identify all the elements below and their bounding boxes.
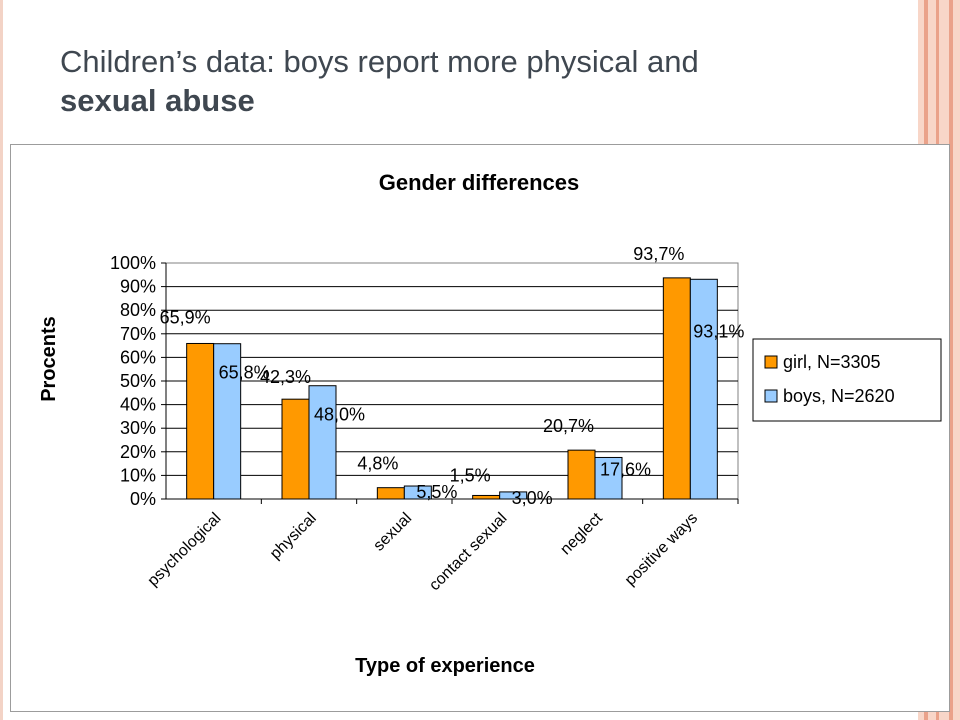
y-tick-label: 100% <box>110 253 156 273</box>
x-category-label: psychological <box>145 510 225 590</box>
bar-boys-2 <box>403 485 432 500</box>
y-tick-label: 70% <box>120 324 156 344</box>
y-tick-label: 50% <box>120 371 156 391</box>
legend-swatch-boys <box>764 389 778 403</box>
bar-girl-1 <box>281 398 310 500</box>
legend-box <box>752 338 942 422</box>
bar-girl-2 <box>376 487 405 500</box>
x-category-label: contact sexual <box>426 510 510 594</box>
chart-frame: Gender differences Procents Type of expe… <box>10 144 950 712</box>
data-label-boys: 17,6% <box>600 459 651 479</box>
bar-girl-4 <box>567 449 596 500</box>
y-tick-label: 30% <box>120 418 156 438</box>
legend: girl, N=3305 boys, N=2620 <box>752 338 942 422</box>
legend-label-boys: boys, N=2620 <box>783 386 895 406</box>
legend-label-girl: girl, N=3305 <box>783 352 881 372</box>
bar-boys-0 <box>213 343 242 500</box>
bar-boys-3 <box>499 491 528 500</box>
data-label-boys: 5,5% <box>416 482 457 502</box>
bar-girl-5 <box>662 277 691 500</box>
decor-stripe-left <box>0 0 3 720</box>
x-category-label: physical <box>267 510 320 563</box>
data-label-girl: 20,7% <box>543 416 594 436</box>
y-axis-title: Procents <box>38 316 60 402</box>
bar-boys-4 <box>594 456 623 500</box>
data-label-boys: 65,8% <box>219 363 270 383</box>
data-label-girl: 93,7% <box>633 244 684 264</box>
y-tick-label: 20% <box>120 442 156 462</box>
decor-stripe-right-6 <box>949 0 953 720</box>
slide-title-line-2: sexual abuse <box>60 83 255 118</box>
bar-boys-5 <box>689 278 718 500</box>
bar-girl-0 <box>186 342 215 500</box>
y-tick-label: 40% <box>120 395 156 415</box>
decor-stripe-right-7 <box>953 0 960 720</box>
y-tick-label: 90% <box>120 277 156 297</box>
x-category-label: sexual <box>370 510 415 555</box>
data-label-boys: 48,0% <box>314 405 365 425</box>
plot-area: 0% 10% 20% 30% 40% 50% 60% 70% 80% 90% 100% 65,9% 65… <box>110 244 744 594</box>
slide-title-line-1: Children’s data: boys report more physic… <box>60 44 699 79</box>
legend-swatch-girl <box>764 355 778 369</box>
slide-title: Children’s data: boys report more physic… <box>60 42 880 120</box>
x-category-label: positive ways <box>622 510 701 589</box>
y-tick-label: 60% <box>120 347 156 367</box>
x-category-label: neglect <box>557 509 606 558</box>
data-label-girl: 4,8% <box>357 454 398 474</box>
data-label-girl: 1,5% <box>450 465 491 485</box>
y-tick-label: 10% <box>120 465 156 485</box>
bar-girl-3 <box>472 494 501 500</box>
chart-title: Gender differences <box>379 170 580 195</box>
x-axis-title: Type of experience <box>355 655 535 677</box>
y-tick-label: 0% <box>130 489 156 509</box>
data-label-boys: 3,0% <box>512 488 553 508</box>
data-label-girl: 42,3% <box>260 367 311 387</box>
gender-differences-chart: Gender differences Procents Type of expe… <box>38 170 942 677</box>
y-tick-label: 80% <box>120 300 156 320</box>
bar-boys-1 <box>308 385 337 500</box>
data-label-girl: 65,9% <box>160 307 211 327</box>
data-label-boys: 93,1% <box>693 321 744 341</box>
